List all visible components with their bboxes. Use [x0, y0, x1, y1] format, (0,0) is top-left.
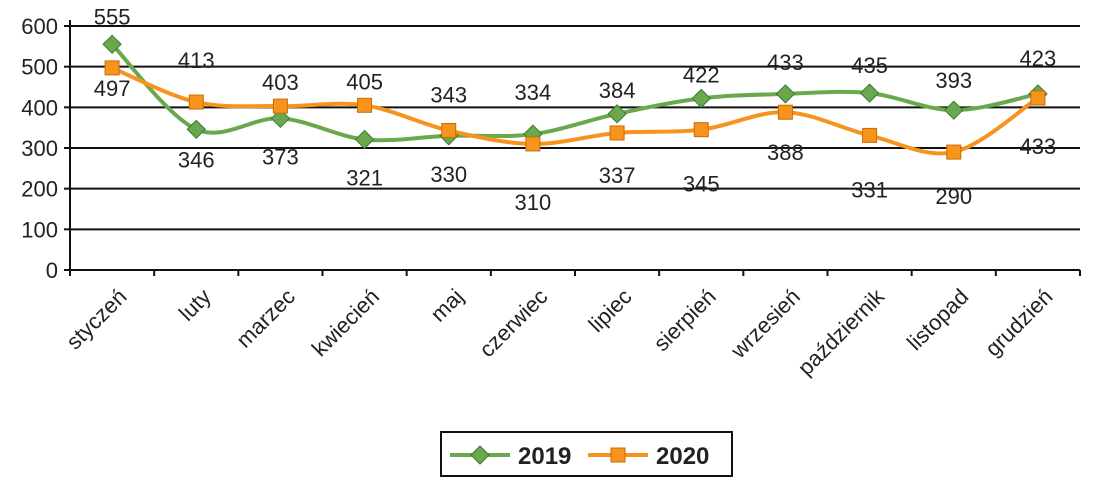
x-tick-label: czerwiec — [474, 284, 552, 362]
data-label: 422 — [683, 62, 720, 87]
x-tick-label: wrzesień — [725, 284, 805, 364]
y-tick-label: 500 — [21, 55, 58, 80]
x-tick-label: październik — [793, 283, 890, 380]
y-tick-label: 100 — [21, 217, 58, 242]
point-2020 — [357, 97, 373, 113]
y-tick-label: 300 — [21, 136, 58, 161]
point-2019 — [354, 129, 375, 150]
point-2019 — [186, 119, 206, 140]
data-label: 403 — [262, 70, 299, 95]
point-2019 — [102, 34, 122, 55]
x-axis: styczeń luty marzec kwiecień maj czerwiec lipi… — [61, 269, 1081, 380]
series-lines — [102, 34, 1048, 160]
data-label: 331 — [851, 177, 888, 202]
x-tick-label: listopad — [902, 284, 973, 355]
point-2020 — [693, 122, 709, 138]
data-label: 290 — [935, 184, 972, 209]
x-tick-label: lipiec — [583, 284, 636, 337]
x-tick-label: kwiecień — [307, 284, 384, 361]
x-tick-label: maj — [426, 284, 469, 327]
point-2019 — [859, 83, 880, 103]
point-2019 — [691, 88, 711, 109]
data-label: 337 — [599, 163, 636, 188]
point-2020 — [272, 98, 288, 114]
legend-label-2019: 2019 — [518, 443, 571, 470]
data-label: 321 — [346, 165, 383, 190]
x-tick-label: sierpień — [649, 284, 721, 356]
data-label: 423 — [1020, 46, 1057, 71]
data-label: 497 — [94, 76, 131, 101]
point-2020 — [777, 104, 793, 120]
data-label: 384 — [599, 78, 636, 103]
series-2019 — [102, 34, 1048, 150]
point-2019 — [270, 108, 291, 129]
x-tick-label: styczeń — [61, 284, 131, 354]
point-2020 — [862, 127, 878, 143]
y-axis: 0 100 200 300 400 500 600 — [21, 14, 71, 283]
y-tick-label: 200 — [21, 177, 58, 202]
x-tick-label: marzec — [231, 284, 300, 353]
data-label: 388 — [767, 140, 804, 165]
legend: 2019 2020 — [440, 431, 733, 477]
data-label: 334 — [515, 80, 552, 105]
y-tick-label: 0 — [46, 258, 58, 283]
series-line-2019 — [110, 42, 1040, 143]
data-label: 330 — [430, 162, 467, 187]
data-label: 405 — [346, 69, 383, 94]
legend-marker-2020 — [610, 447, 626, 463]
point-2019 — [775, 84, 796, 104]
data-label: 345 — [683, 172, 720, 197]
point-2020 — [104, 60, 120, 76]
data-label: 433 — [767, 50, 804, 75]
gridlines — [70, 25, 1080, 231]
point-2020 — [525, 136, 541, 152]
data-label: 413 — [178, 48, 215, 73]
series-line-2020 — [110, 65, 1040, 156]
data-label: 310 — [515, 190, 552, 215]
point-2020 — [946, 144, 962, 160]
x-tick-label: grudzień — [980, 284, 1057, 361]
y-tick-label: 400 — [21, 95, 58, 120]
data-label: 346 — [178, 147, 215, 172]
point-2020 — [188, 94, 204, 110]
point-2020 — [1030, 90, 1046, 106]
data-label: 343 — [430, 83, 467, 108]
x-tick-label: luty — [174, 284, 216, 326]
point-2019 — [607, 104, 627, 124]
point-2020 — [441, 123, 457, 139]
data-label: 433 — [1020, 134, 1057, 159]
point-2019 — [944, 100, 964, 120]
y-tick-label: 600 — [21, 14, 58, 39]
legend-label-2020: 2020 — [656, 443, 709, 470]
data-label: 435 — [851, 53, 888, 78]
data-label: 555 — [94, 4, 131, 29]
legend-marker-2019 — [470, 445, 490, 465]
point-2020 — [609, 125, 625, 141]
data-label: 393 — [935, 68, 972, 93]
series-2020 — [104, 60, 1046, 160]
data-labels: 555 497 413 346 403 373 405 321 343 330 334 310 384 3… — [94, 4, 1057, 215]
data-label: 373 — [262, 144, 299, 169]
